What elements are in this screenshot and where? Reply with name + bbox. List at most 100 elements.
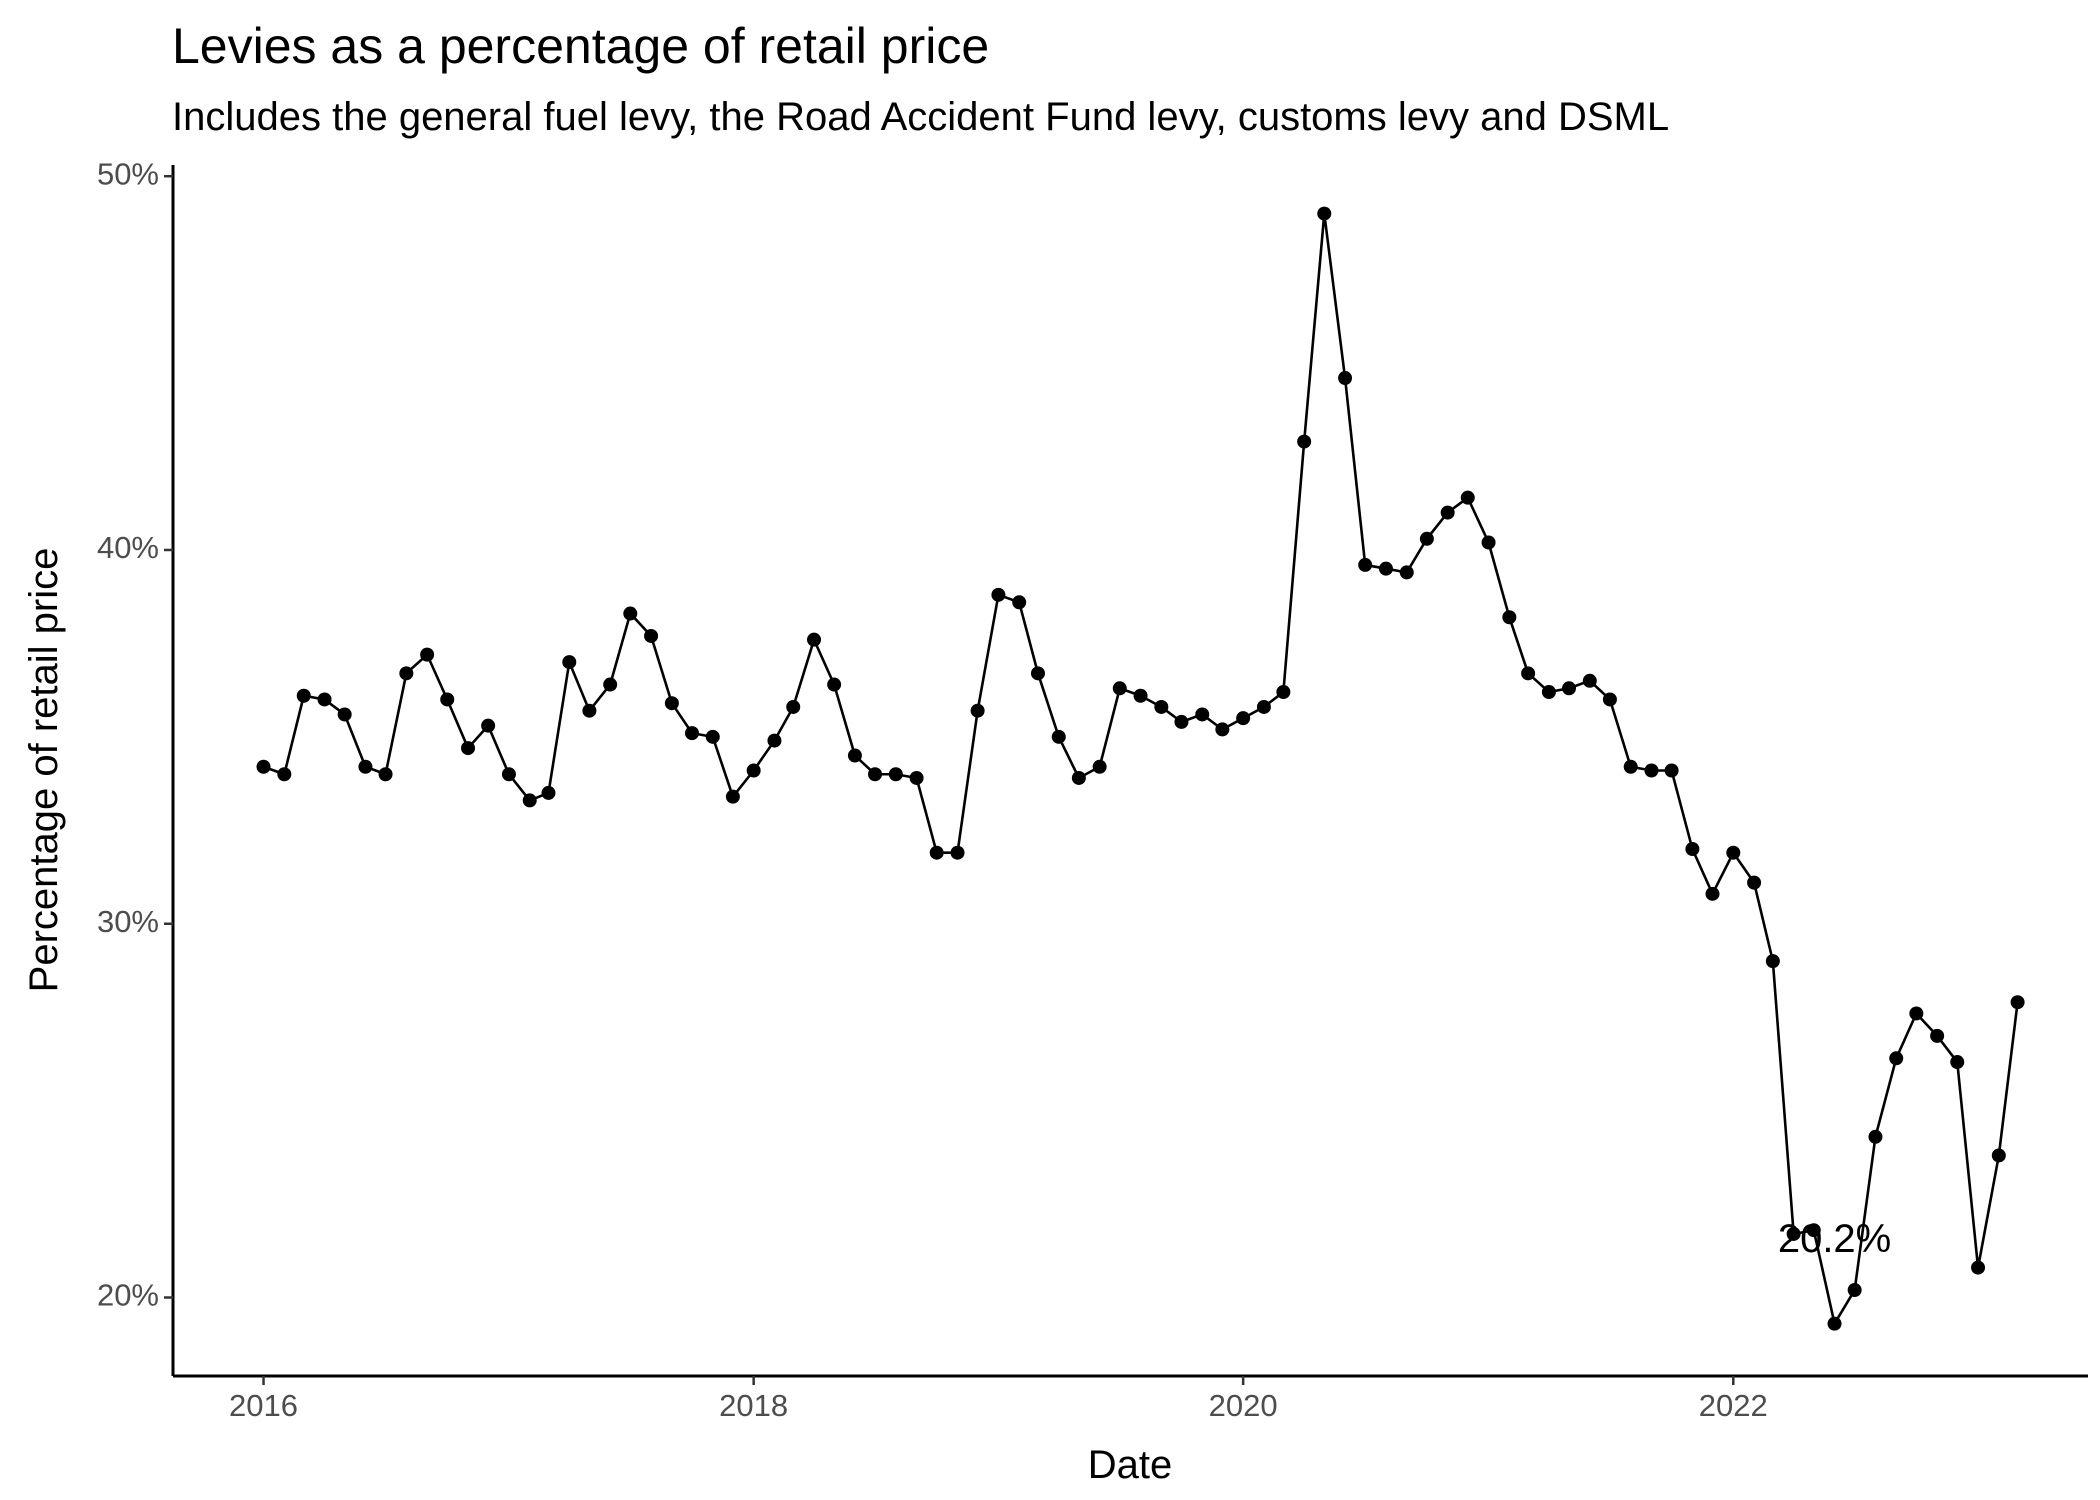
data-point (1726, 845, 1741, 860)
data-point (501, 767, 516, 782)
data-point (1440, 505, 1455, 520)
data-point (1765, 954, 1780, 969)
data-point (705, 729, 720, 744)
data-point (1399, 565, 1414, 580)
data-point (461, 741, 476, 756)
data-point (1786, 1226, 1801, 1241)
data-point (440, 692, 455, 707)
data-point (1685, 841, 1700, 856)
data-point (1644, 763, 1659, 778)
data-point (644, 628, 659, 643)
data-point (378, 767, 393, 782)
y-tick-label: 20% (97, 1278, 159, 1313)
data-point (1358, 557, 1373, 572)
data-point (807, 632, 822, 647)
data-point (950, 845, 965, 860)
data-point (847, 748, 862, 763)
y-tick-label: 50% (97, 156, 159, 191)
data-point (296, 688, 311, 703)
data-point (1868, 1129, 1883, 1144)
data-point (603, 677, 618, 692)
data-point (1582, 673, 1597, 688)
y-axis-title: Percentage of retail price (22, 548, 66, 993)
data-point (1950, 1055, 1965, 1070)
data-point (1562, 681, 1577, 696)
y-tick-label: 30% (97, 904, 159, 939)
x-tick-label: 2018 (719, 1388, 788, 1423)
data-point (1071, 770, 1086, 785)
data-point (1889, 1051, 1904, 1066)
data-point (1092, 759, 1107, 774)
data-point (2010, 995, 2025, 1010)
data-point (767, 733, 782, 748)
data-point (725, 789, 740, 804)
x-axis-ticks: 2016 2018 2020 2022 (229, 1376, 1768, 1423)
series-line (263, 213, 2019, 1328)
data-point (1195, 707, 1210, 722)
plot-area: 20.2% (256, 206, 2025, 1331)
data-point (970, 703, 985, 718)
data-point (1051, 729, 1066, 744)
chart-title: Levies as a percentage of retail price (172, 18, 989, 74)
data-point (1806, 1223, 1821, 1238)
data-point (582, 703, 597, 718)
data-point (684, 726, 699, 741)
data-point (1297, 434, 1312, 449)
data-point (1378, 561, 1393, 576)
data-point (786, 699, 801, 714)
data-point (909, 770, 924, 785)
data-point (562, 655, 577, 670)
data-point (623, 606, 638, 621)
data-point (522, 793, 537, 808)
data-point (1012, 595, 1027, 610)
data-point (1827, 1316, 1842, 1331)
data-point (1481, 535, 1496, 550)
data-point (1419, 531, 1434, 546)
data-point (277, 767, 292, 782)
data-point (358, 759, 373, 774)
data-point (1541, 685, 1556, 700)
data-point (991, 587, 1006, 602)
annotation-label: 20.2% (1778, 1217, 1891, 1261)
data-point (337, 707, 352, 722)
data-point (1133, 688, 1148, 703)
data-point (317, 692, 332, 707)
data-point (1215, 722, 1230, 737)
data-point (1909, 1006, 1924, 1021)
data-point (1317, 206, 1332, 221)
y-tick-label: 40% (97, 530, 159, 565)
data-point (1276, 685, 1291, 700)
data-point (1705, 886, 1720, 901)
data-point (827, 677, 842, 692)
data-point (1154, 699, 1169, 714)
data-point (1502, 610, 1517, 625)
data-point (1747, 875, 1762, 890)
data-point (664, 696, 679, 711)
data-point (1174, 714, 1189, 729)
data-point (541, 785, 556, 800)
data-point (1623, 759, 1638, 774)
data-point (1847, 1283, 1862, 1298)
data-point (420, 647, 435, 662)
data-point (929, 845, 944, 860)
chart-subtitle: Includes the general fuel levy, the Road… (172, 95, 1669, 139)
data-point (1521, 666, 1536, 681)
data-point (746, 763, 761, 778)
data-point (1256, 699, 1271, 714)
data-point (1664, 763, 1679, 778)
data-point (399, 666, 414, 681)
data-point (1930, 1028, 1945, 1043)
data-point (1338, 371, 1353, 386)
y-axis-ticks: 20% 30% 40% 50% (97, 156, 173, 1313)
data-point (868, 767, 883, 782)
data-point (481, 718, 496, 733)
x-tick-label: 2022 (1699, 1388, 1768, 1423)
x-tick-label: 2016 (229, 1388, 298, 1423)
data-point (1602, 692, 1617, 707)
data-point (1112, 681, 1127, 696)
data-point (1236, 711, 1251, 726)
data-point (1030, 666, 1045, 681)
data-point (1971, 1260, 1986, 1275)
data-point (1991, 1148, 2006, 1163)
